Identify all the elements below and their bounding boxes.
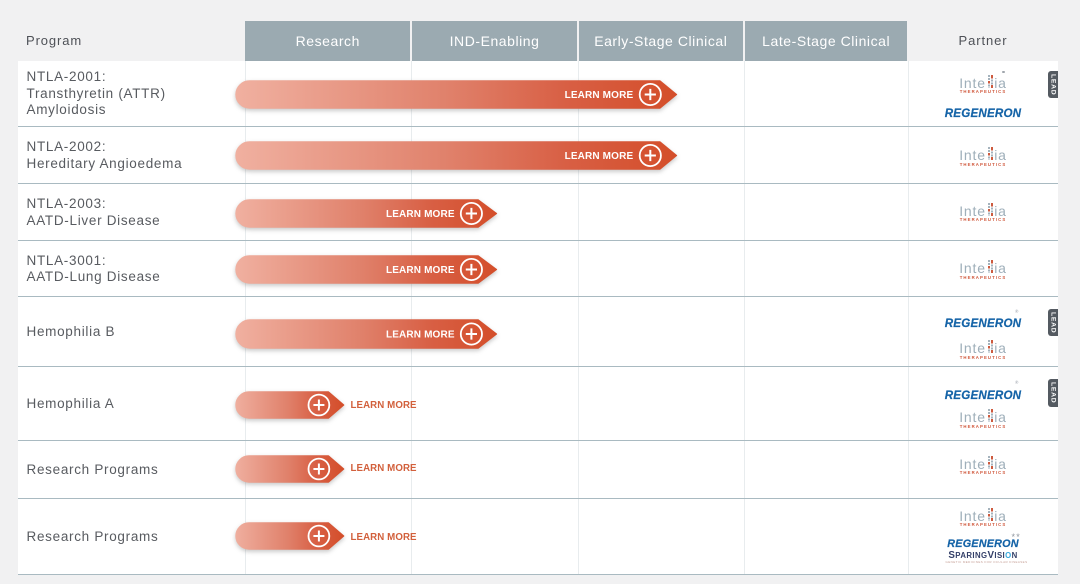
svg-text:LEARN MORE: LEARN MORE (565, 151, 634, 162)
svg-text:LEARN MORE: LEARN MORE (386, 265, 455, 276)
svg-text:LEARN MORE: LEARN MORE (386, 209, 455, 220)
svg-text:LEARN MORE: LEARN MORE (386, 330, 455, 341)
svg-text:LEARN MORE: LEARN MORE (565, 90, 634, 101)
